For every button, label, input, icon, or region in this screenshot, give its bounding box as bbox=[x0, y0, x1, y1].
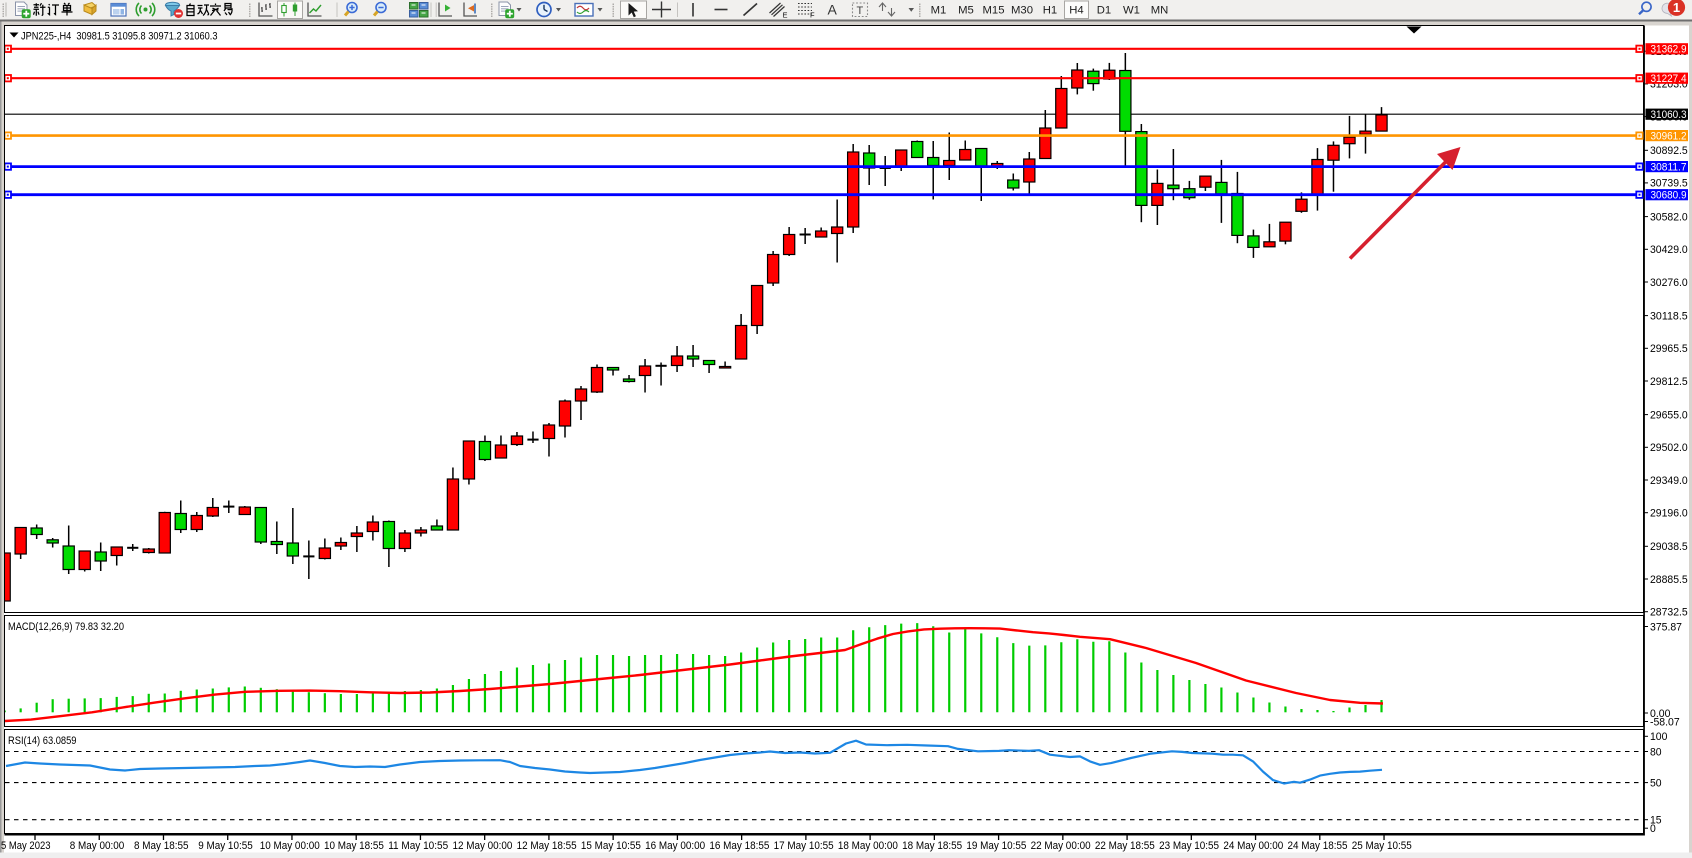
svg-text:W1: W1 bbox=[1123, 5, 1140, 17]
svg-text:15: 15 bbox=[1650, 815, 1662, 827]
svg-text:D1: D1 bbox=[1097, 5, 1111, 17]
svg-text:17 May 10:55: 17 May 10:55 bbox=[774, 840, 834, 852]
svg-text:M15: M15 bbox=[983, 5, 1005, 17]
svg-text:E: E bbox=[783, 11, 788, 20]
svg-text:T: T bbox=[857, 5, 864, 17]
svg-text:H4: H4 bbox=[1069, 5, 1083, 17]
svg-text:M1: M1 bbox=[931, 5, 947, 17]
svg-text:29655.0: 29655.0 bbox=[1650, 409, 1688, 421]
svg-text:100: 100 bbox=[1650, 731, 1667, 743]
svg-text:H1: H1 bbox=[1043, 5, 1057, 17]
svg-text:16 May 18:55: 16 May 18:55 bbox=[709, 840, 769, 852]
svg-text:0.00: 0.00 bbox=[1650, 708, 1670, 720]
svg-text:10 May 00:00: 10 May 00:00 bbox=[260, 840, 320, 852]
svg-text:8 May 00:00: 8 May 00:00 bbox=[70, 840, 125, 852]
svg-text:0: 0 bbox=[1650, 823, 1656, 835]
svg-text:30680.9: 30680.9 bbox=[1651, 190, 1687, 202]
svg-text:10 May 18:55: 10 May 18:55 bbox=[324, 840, 384, 852]
svg-text:29965.5: 29965.5 bbox=[1650, 343, 1688, 355]
svg-text:22 May 18:55: 22 May 18:55 bbox=[1095, 840, 1155, 852]
svg-text:29196.0: 29196.0 bbox=[1650, 508, 1688, 520]
svg-text:1: 1 bbox=[1673, 0, 1680, 15]
svg-text:MACD(12,26,9) 79.83 32.20: MACD(12,26,9) 79.83 32.20 bbox=[8, 621, 124, 633]
svg-text:RSI(14) 63.0859: RSI(14) 63.0859 bbox=[8, 735, 77, 747]
svg-text:31227.4: 31227.4 bbox=[1651, 73, 1687, 85]
svg-text:28885.5: 28885.5 bbox=[1650, 574, 1688, 586]
svg-text:A: A bbox=[828, 2, 838, 18]
svg-text:18 May 00:00: 18 May 00:00 bbox=[838, 840, 898, 852]
svg-text:12 May 18:55: 12 May 18:55 bbox=[517, 840, 577, 852]
svg-text:30811.7: 30811.7 bbox=[1651, 161, 1687, 173]
svg-text:30276.0: 30276.0 bbox=[1650, 277, 1688, 289]
svg-text:12 May 00:00: 12 May 00:00 bbox=[452, 840, 512, 852]
svg-text:M30: M30 bbox=[1011, 5, 1033, 17]
svg-text:375.87: 375.87 bbox=[1650, 621, 1682, 633]
svg-text:29812.5: 29812.5 bbox=[1650, 376, 1688, 388]
svg-text:MN: MN bbox=[1151, 5, 1169, 17]
svg-text:30892.5: 30892.5 bbox=[1650, 145, 1688, 157]
svg-text:24 May 18:55: 24 May 18:55 bbox=[1288, 840, 1348, 852]
svg-text:50: 50 bbox=[1650, 777, 1662, 789]
svg-text:24 May 00:00: 24 May 00:00 bbox=[1223, 840, 1283, 852]
svg-text:30739.5: 30739.5 bbox=[1650, 178, 1688, 190]
svg-text:23 May 10:55: 23 May 10:55 bbox=[1159, 840, 1219, 852]
svg-text:22 May 00:00: 22 May 00:00 bbox=[1031, 840, 1091, 852]
svg-text:8 May 18:55: 8 May 18:55 bbox=[134, 840, 189, 852]
svg-text:16 May 00:00: 16 May 00:00 bbox=[645, 840, 705, 852]
svg-text:29349.0: 29349.0 bbox=[1650, 475, 1688, 487]
svg-text:30118.5: 30118.5 bbox=[1650, 310, 1688, 322]
svg-text:29502.0: 29502.0 bbox=[1650, 442, 1688, 454]
svg-text:18 May 18:55: 18 May 18:55 bbox=[902, 840, 962, 852]
svg-text:30582.0: 30582.0 bbox=[1650, 211, 1688, 223]
svg-text:F: F bbox=[810, 11, 815, 20]
svg-text:80: 80 bbox=[1650, 746, 1662, 758]
svg-text:5 May 2023: 5 May 2023 bbox=[1, 840, 51, 852]
svg-text:JPN225-,H4 30981.5 31095.8 30: JPN225-,H4 30981.5 31095.8 30971.2 31060… bbox=[21, 31, 218, 43]
svg-text:28732.5: 28732.5 bbox=[1650, 607, 1688, 619]
svg-text:30429.0: 30429.0 bbox=[1650, 244, 1688, 256]
svg-text:15 May 10:55: 15 May 10:55 bbox=[581, 840, 641, 852]
svg-text:31060.3: 31060.3 bbox=[1651, 109, 1687, 121]
svg-text:29038.5: 29038.5 bbox=[1650, 541, 1688, 553]
svg-text:30961.2: 30961.2 bbox=[1651, 130, 1687, 142]
svg-text:-58.07: -58.07 bbox=[1650, 716, 1680, 728]
svg-text:9 May 10:55: 9 May 10:55 bbox=[198, 840, 253, 852]
svg-text:31362.9: 31362.9 bbox=[1651, 44, 1687, 56]
svg-text:11 May 10:55: 11 May 10:55 bbox=[388, 840, 448, 852]
svg-text:25 May 10:55: 25 May 10:55 bbox=[1352, 840, 1412, 852]
svg-text:19 May 10:55: 19 May 10:55 bbox=[966, 840, 1026, 852]
svg-text:M5: M5 bbox=[958, 5, 974, 17]
